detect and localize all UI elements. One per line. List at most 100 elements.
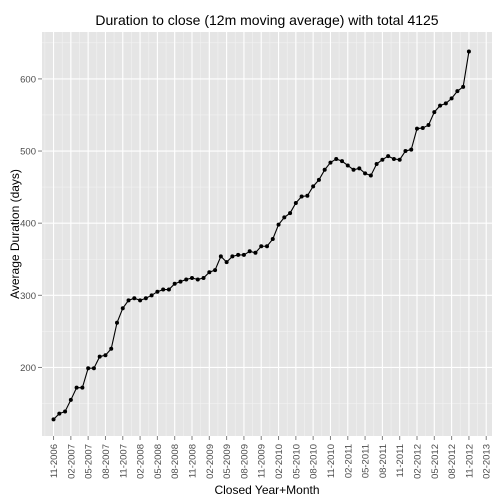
x-tick-label: 05-2012 <box>430 444 441 479</box>
data-point <box>259 244 264 249</box>
y-tick-marks <box>38 78 42 368</box>
data-point <box>449 96 454 101</box>
data-point <box>305 193 310 198</box>
data-point <box>51 417 56 422</box>
data-point <box>103 353 108 358</box>
data-point <box>74 385 79 390</box>
x-tick-label: 08-2010 <box>309 444 320 479</box>
x-tick-label: 02-2011 <box>343 444 354 478</box>
grid-minor <box>42 32 492 436</box>
data-point <box>443 101 448 106</box>
x-tick-label: 02-2012 <box>413 444 424 479</box>
data-point <box>391 156 396 161</box>
data-point <box>155 289 160 294</box>
x-tick-label: 11-2007 <box>118 444 129 478</box>
data-point <box>409 147 414 152</box>
x-tick-label: 05-2010 <box>291 444 302 479</box>
data-point <box>438 103 443 108</box>
data-point <box>328 160 333 165</box>
y-tick-label: 600 <box>20 74 36 85</box>
x-tick-label: 02-2009 <box>205 444 216 479</box>
data-point <box>80 385 85 390</box>
plot-panel <box>42 32 492 436</box>
data-point <box>161 287 166 292</box>
data-point <box>190 276 194 281</box>
data-point <box>340 159 344 164</box>
data-point <box>143 296 148 301</box>
x-tick-label: 05-2009 <box>222 444 233 479</box>
data-point <box>241 252 246 257</box>
data-point <box>120 306 125 311</box>
data-point <box>420 125 425 130</box>
y-tick-label: 200 <box>20 363 36 374</box>
data-point <box>316 177 321 182</box>
data-point <box>357 166 362 171</box>
x-tick-label: 08-2007 <box>101 444 112 479</box>
data-point <box>166 287 171 292</box>
x-tick-label: 08-2008 <box>170 444 181 479</box>
x-tick-label: 11-2010 <box>326 444 337 478</box>
data-point <box>57 411 62 416</box>
x-tick-label: 11-2009 <box>257 444 268 478</box>
data-point <box>270 237 275 242</box>
data-point <box>415 126 419 131</box>
data-point <box>91 366 96 371</box>
x-tick-label: 02-2010 <box>274 444 285 479</box>
x-tick-label: 05-2008 <box>153 444 164 479</box>
data-point <box>374 162 379 167</box>
data-point <box>63 409 68 414</box>
data-point <box>201 276 206 281</box>
x-axis-title: Closed Year+Month <box>214 483 319 497</box>
data-point <box>109 346 114 351</box>
chart-title: Duration to close (12m moving average) w… <box>95 12 438 28</box>
data-point <box>207 270 212 275</box>
data-point <box>426 123 431 128</box>
data-point <box>380 157 385 162</box>
data-point <box>236 252 241 257</box>
data-point <box>86 366 91 371</box>
x-tick-label: 11-2006 <box>49 444 60 478</box>
data-point <box>230 254 235 259</box>
x-tick-label: 11-2011 <box>395 444 406 477</box>
data-point <box>97 354 102 359</box>
x-tick-label: 05-2007 <box>84 444 95 479</box>
x-tick-label: 08-2012 <box>447 444 458 479</box>
data-point <box>299 194 304 199</box>
y-axis-title: Average Duration (days) <box>8 169 22 299</box>
data-point <box>247 249 252 254</box>
data-point <box>253 250 258 255</box>
data-point <box>132 296 137 301</box>
data-point <box>466 49 471 54</box>
data-point <box>172 281 177 286</box>
x-tick-label: 11-2012 <box>464 444 475 478</box>
data-point <box>178 279 183 284</box>
data-point <box>68 397 73 402</box>
data-point <box>138 298 143 303</box>
data-point <box>322 167 327 172</box>
data-point <box>265 244 269 249</box>
data-point <box>218 254 223 259</box>
data-point <box>386 154 391 159</box>
x-tick-label: 11-2008 <box>188 444 199 478</box>
x-tick-label: 02-2008 <box>136 444 147 479</box>
y-tick-label: 300 <box>20 291 36 302</box>
data-point <box>397 157 402 162</box>
data-point <box>213 268 218 273</box>
data-point <box>334 156 339 161</box>
y-tick-label: 400 <box>20 219 36 230</box>
data-point <box>368 173 373 178</box>
data-point <box>455 89 460 94</box>
data-point <box>363 171 368 176</box>
data-point <box>461 84 466 89</box>
x-tick-labels: 11-2006 02-2007 05-2007 08-2007 11-2007 02-20… <box>49 444 493 479</box>
data-point <box>311 184 316 189</box>
x-tick-label: 02-2007 <box>66 444 77 479</box>
data-point <box>345 163 350 168</box>
x-tick-label: 08-2011 <box>378 444 389 478</box>
x-tick-label: 08-2009 <box>239 444 250 479</box>
data-point <box>282 215 287 220</box>
data-point <box>351 167 356 172</box>
data-point <box>184 277 189 282</box>
